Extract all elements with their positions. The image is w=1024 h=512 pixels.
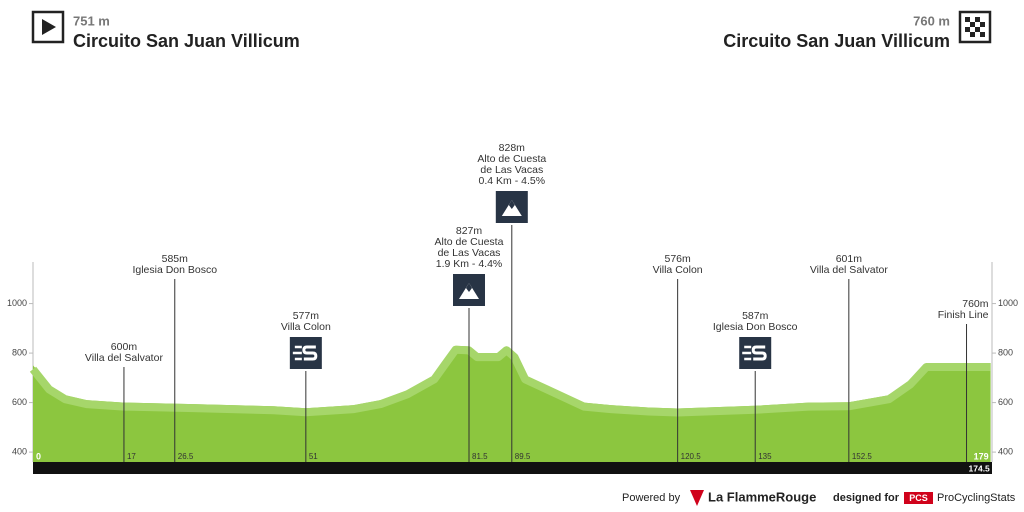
finish-icon (958, 10, 992, 44)
waypoint-detail: 1.9 Km - 4.4% (436, 258, 503, 270)
start-arrow (42, 19, 56, 35)
finish-name: Circuito San Juan Villicum (723, 31, 950, 51)
waypoint-km: 51 (309, 452, 318, 461)
waypoint-name: Iglesia Don Bosco (713, 321, 798, 333)
start-elevation: 751 m (73, 13, 110, 28)
waypoint-km: 26.5 (178, 452, 194, 461)
x-tick-label: 179 (974, 451, 989, 461)
waypoint-elevation: 577m (293, 310, 320, 322)
waypoint-km: 174.5 (969, 463, 991, 473)
waypoint-km: 152.5 (852, 452, 873, 461)
waypoint-name: de Las Vacas (480, 164, 543, 176)
y-tick-label: 800 (998, 347, 1013, 357)
waypoint-detail: 0.4 Km - 4.5% (479, 175, 546, 187)
sprint-icon (289, 337, 322, 369)
sprint-s (302, 345, 318, 361)
powered-by: Powered by (622, 492, 681, 504)
waypoint-elevation: 760m (962, 298, 989, 310)
waypoint-name: Alto de Cuesta (477, 153, 546, 165)
flamme-logo (690, 490, 704, 506)
y-tick-label: 400 (998, 446, 1013, 456)
waypoint-km: 81.5 (472, 452, 488, 461)
waypoint-name: Villa Colon (281, 321, 331, 333)
elevation-top (29, 345, 991, 417)
mountain-snow (466, 283, 473, 292)
pcs-name: ProCyclingStats (937, 492, 1016, 504)
waypoint-name: Villa Colon (653, 264, 703, 276)
pcs-logo-box (904, 492, 933, 504)
sprint-icon (739, 337, 772, 369)
waypoint-name: de Las Vacas (438, 247, 501, 259)
waypoint-km: 17 (127, 452, 136, 461)
sprint-lines (292, 345, 302, 361)
y-tick-label: 800 (12, 347, 27, 357)
waypoint-elevation: 828m (499, 142, 526, 154)
sprint-s (751, 345, 767, 361)
brand: La FlammeRouge (708, 489, 816, 504)
waypoint-elevation: 601m (836, 253, 863, 265)
y-tick-label: 600 (998, 397, 1013, 407)
waypoint-elevation: 600m (111, 341, 138, 353)
footer: Powered by La FlammeRouge designed for P… (622, 489, 1016, 506)
waypoint-elevation: 585m (162, 253, 189, 265)
designed-for: designed for (833, 492, 900, 504)
y-tick-label: 1000 (998, 298, 1018, 308)
waypoint-name: Finish Line (938, 309, 989, 321)
x-tick-label: 0 (36, 451, 41, 461)
y-tick-label: 600 (12, 397, 27, 407)
waypoint-name: Villa del Salvator (810, 264, 889, 276)
waypoint-name: Iglesia Don Bosco (132, 264, 217, 276)
waypoint-name: Villa del Salvator (85, 352, 164, 364)
mountain-snow (508, 200, 515, 209)
waypoint-elevation: 576m (665, 253, 692, 265)
y-tick-label: 400 (12, 446, 27, 456)
y-tick-label: 1000 (7, 298, 27, 308)
climb-icon (453, 274, 486, 306)
sprint-lines (742, 345, 752, 361)
waypoint-name: Alto de Cuesta (435, 236, 504, 248)
climb-icon (495, 191, 528, 223)
waypoint-km: 135 (758, 452, 772, 461)
waypoint-elevation: 827m (456, 225, 483, 237)
finish-elevation: 760 m (913, 13, 950, 28)
waypoint-km: 120.5 (681, 452, 702, 461)
start-name: Circuito San Juan Villicum (73, 31, 300, 51)
waypoint-elevation: 587m (742, 310, 769, 322)
header: 751 m Circuito San Juan Villicum 760 m C… (31, 10, 992, 51)
waypoint-km: 89.5 (515, 452, 531, 461)
start-icon (31, 10, 65, 44)
km-bar (33, 462, 992, 474)
pcs-logo: PCS (909, 493, 928, 503)
